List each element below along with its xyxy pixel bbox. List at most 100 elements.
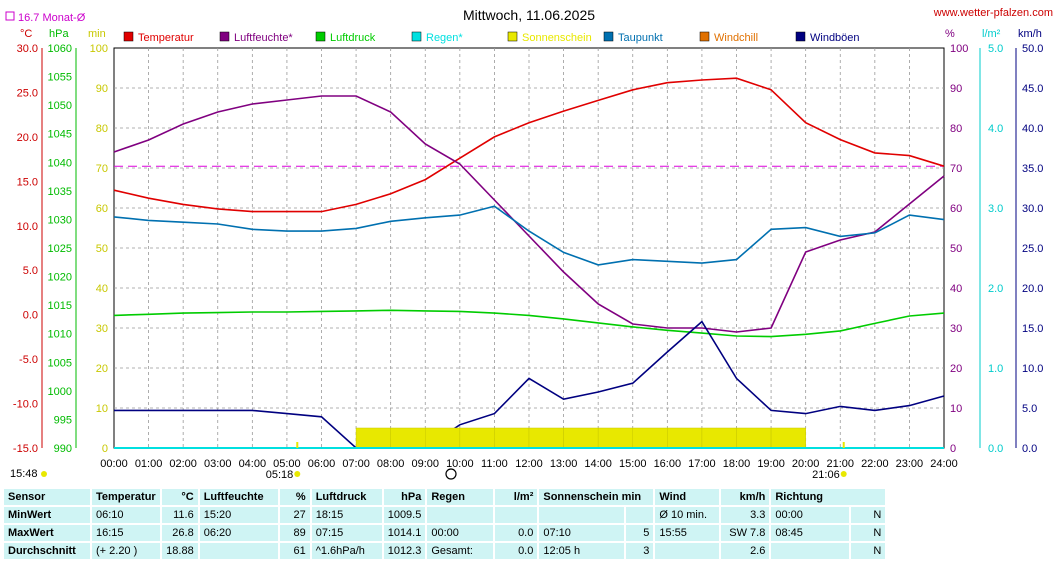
pct-tick-label: 10 — [950, 403, 962, 415]
legend-swatch — [123, 31, 134, 42]
legend-swatch — [699, 31, 710, 42]
series-line-luftdruck — [113, 309, 945, 338]
cell: 27 — [279, 507, 310, 523]
hdr-luftfeuchte: Luftfeuchte — [199, 489, 278, 505]
sun-tick-label: 50 — [96, 243, 108, 255]
hour-tick-label: 10:00 — [446, 458, 474, 470]
hdr-richtung: Richtung — [771, 489, 886, 505]
sunshine-bar — [528, 427, 564, 449]
press-tick-label: 1035 — [48, 186, 72, 198]
pct-tick-label: 90 — [950, 83, 962, 95]
cell: 1009.5 — [383, 507, 426, 523]
wind-tick-label: 5.0 — [1022, 403, 1037, 415]
cell: 2.6 — [721, 543, 770, 559]
row-label: MaxWert — [4, 525, 90, 541]
legend-label: Taupunkt — [618, 32, 663, 44]
unit-press: hPa — [49, 28, 69, 40]
cell: 5 — [626, 525, 654, 541]
temp-tick-label: 30.0 — [17, 43, 38, 55]
hour-tick-label: 23:00 — [896, 458, 924, 470]
hour-tick-label: 11:00 — [481, 458, 508, 470]
monthly-avg-icon — [5, 11, 15, 21]
cell: 00:00 — [771, 507, 849, 523]
series-line-luftfeuchte — [113, 95, 945, 333]
legend-label: Windböen — [810, 32, 860, 44]
hour-tick-label: 07:00 — [342, 458, 370, 470]
hour-tick-label: 22:00 — [861, 458, 889, 470]
series-line-windben — [114, 320, 945, 449]
hdr-wind-unit: km/h — [721, 489, 770, 505]
legend-label: Temperatur — [138, 32, 194, 44]
hdr-hum-unit: % — [279, 489, 310, 505]
wind-tick-label: 30.0 — [1022, 203, 1043, 215]
wind-tick-label: 40.0 — [1022, 123, 1043, 135]
cell — [539, 507, 625, 523]
sunrise-icon — [294, 471, 301, 477]
legend-label: Windchill — [714, 32, 758, 44]
temp-tick-label: -15.0 — [13, 443, 38, 455]
wind-tick-label: 45.0 — [1022, 83, 1043, 95]
rain-tick-label: 3.0 — [988, 203, 1003, 215]
legend-label: Luftfeuchte* — [234, 32, 293, 44]
sun-tick-label: 40 — [96, 283, 108, 295]
hdr-sonnenschein: Sonnenschein min — [539, 489, 654, 505]
cell — [495, 507, 538, 523]
legend-swatch — [219, 31, 230, 42]
sunrise-label: 05:18 — [266, 469, 294, 481]
sunshine-bar — [459, 427, 495, 449]
cell — [771, 543, 849, 559]
time-left-label: 15:48 — [10, 468, 38, 480]
pct-tick-label: 50 — [950, 243, 962, 255]
legend-swatch — [411, 31, 422, 42]
sunshine-bar — [563, 427, 599, 449]
hdr-temperatur: Temperatur — [92, 489, 160, 505]
table-row-avg: Durchschnitt (+ 2.20 ) 18.88 61 ^1.6hPa/… — [4, 543, 886, 559]
cell: SW 7.8 — [721, 525, 770, 541]
sunset-label: 21:06 — [812, 469, 840, 481]
pct-tick-label: 20 — [950, 363, 962, 375]
temp-tick-label: -10.0 — [13, 399, 38, 411]
hour-tick-label: 20:00 — [792, 458, 820, 470]
wind-tick-label: 50.0 — [1022, 43, 1043, 55]
cell: 1012.3 — [383, 543, 426, 559]
cell: 11.6 — [161, 507, 198, 523]
rain-tick-label: 2.0 — [988, 283, 1003, 295]
hour-tick-label: 02:00 — [169, 458, 197, 470]
sun-tick-label: 80 — [96, 123, 108, 135]
cell: 16:15 — [92, 525, 160, 541]
hour-tick-label: 06:00 — [308, 458, 336, 470]
axes: 30.0 25.0 20.0 15.0 10.0 5.0 0.0 -5.0 -10.0 -15.0… — [13, 43, 1044, 470]
sunshine-bar — [770, 427, 806, 449]
series-layer — [113, 77, 945, 449]
legend-swatch — [795, 31, 806, 42]
sunshine-bar — [632, 427, 668, 449]
cell: 18:15 — [311, 507, 382, 523]
hour-tick-label: 17:00 — [688, 458, 716, 470]
hdr-temp-unit: °C — [161, 489, 198, 505]
hour-tick-label: 13:00 — [550, 458, 578, 470]
hour-tick-label: 03:00 — [204, 458, 232, 470]
hour-tick-label: 09:00 — [411, 458, 439, 470]
sun-tick-label: 60 — [96, 203, 108, 215]
press-tick-label: 1055 — [48, 72, 72, 84]
cell: 00:00 — [427, 525, 494, 541]
cell: 0.0 — [495, 543, 538, 559]
hour-tick-label: 05:00 — [273, 458, 301, 470]
cell — [655, 543, 720, 559]
cell: 06:20 — [199, 525, 278, 541]
sun-tick-label: 90 — [96, 83, 108, 95]
rain-tick-label: 0.0 — [988, 443, 1003, 455]
temp-tick-label: -5.0 — [19, 354, 38, 366]
unit-temp: °C — [20, 28, 32, 40]
pct-tick-label: 30 — [950, 323, 962, 335]
sunset-icon — [840, 471, 847, 477]
cell: 15:20 — [199, 507, 278, 523]
hdr-press-unit: hPa — [383, 489, 426, 505]
chart-title: Mittwoch, 11.06.2025 — [463, 7, 595, 23]
sun-tick-label: 70 — [96, 163, 108, 175]
rain-tick-label: 4.0 — [988, 123, 1003, 135]
sunshine-bar — [390, 427, 426, 449]
hdr-luftdruck: Luftdruck — [311, 489, 382, 505]
temp-tick-label: 15.0 — [17, 176, 38, 188]
hour-tick-label: 18:00 — [723, 458, 751, 470]
